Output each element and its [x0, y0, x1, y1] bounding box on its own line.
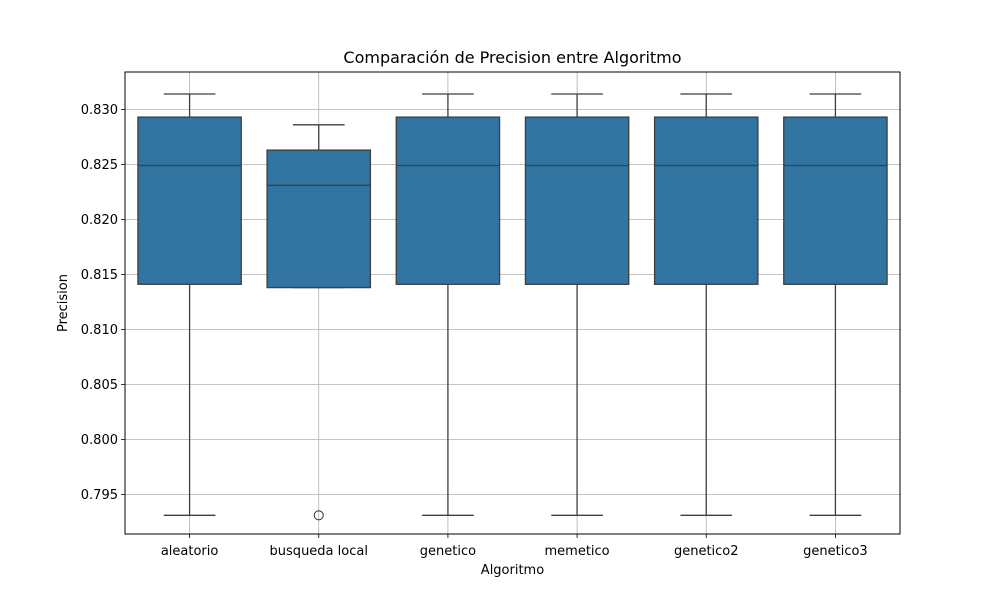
- iqr-box: [395, 116, 501, 285]
- y-tick-label: 0.815: [81, 268, 118, 283]
- y-tick-label: 0.825: [81, 158, 118, 173]
- iqr-box: [137, 116, 242, 285]
- x-axis-label: Algoritmo: [481, 563, 544, 578]
- x-tick-label: busqueda local: [270, 544, 368, 559]
- iqr-box: [524, 116, 630, 285]
- y-tick-label: 0.805: [81, 378, 118, 393]
- y-axis-label: Precision: [56, 274, 71, 332]
- box-genetico3: [783, 93, 888, 516]
- chart-title: Comparación de Precision entre Algoritmo: [343, 48, 681, 67]
- y-tick-label: 0.795: [81, 488, 118, 503]
- x-tick-label: aleatorio: [161, 544, 219, 559]
- y-tick-label: 0.820: [81, 213, 118, 228]
- box-genetico: [395, 93, 501, 516]
- iqr-box: [266, 149, 372, 289]
- iqr-box: [653, 116, 759, 285]
- x-tick-label: genetico3: [803, 544, 868, 559]
- box-busqueda-local: [266, 124, 372, 521]
- x-tick-label: memetico: [545, 544, 610, 559]
- y-axis: 0.795 0.800 0.805 0.810 0.815 0.820 0.825 0.830: [81, 103, 125, 503]
- x-tick-label: genetico: [420, 544, 476, 559]
- y-tick-label: 0.800: [81, 433, 118, 448]
- box-memetico: [524, 93, 630, 516]
- y-tick-label: 0.830: [81, 103, 118, 118]
- x-axis: aleatorio busqueda local genetico memetico g…: [161, 534, 868, 559]
- plot-frame: [124, 71, 901, 535]
- outlier-point: [313, 510, 324, 521]
- box-genetico2: [653, 93, 759, 516]
- box-aleatorio: [137, 93, 242, 516]
- iqr-box: [783, 116, 888, 285]
- y-tick-label: 0.810: [81, 323, 118, 338]
- boxes-layer: [137, 93, 888, 521]
- x-tick-label: genetico2: [674, 544, 739, 559]
